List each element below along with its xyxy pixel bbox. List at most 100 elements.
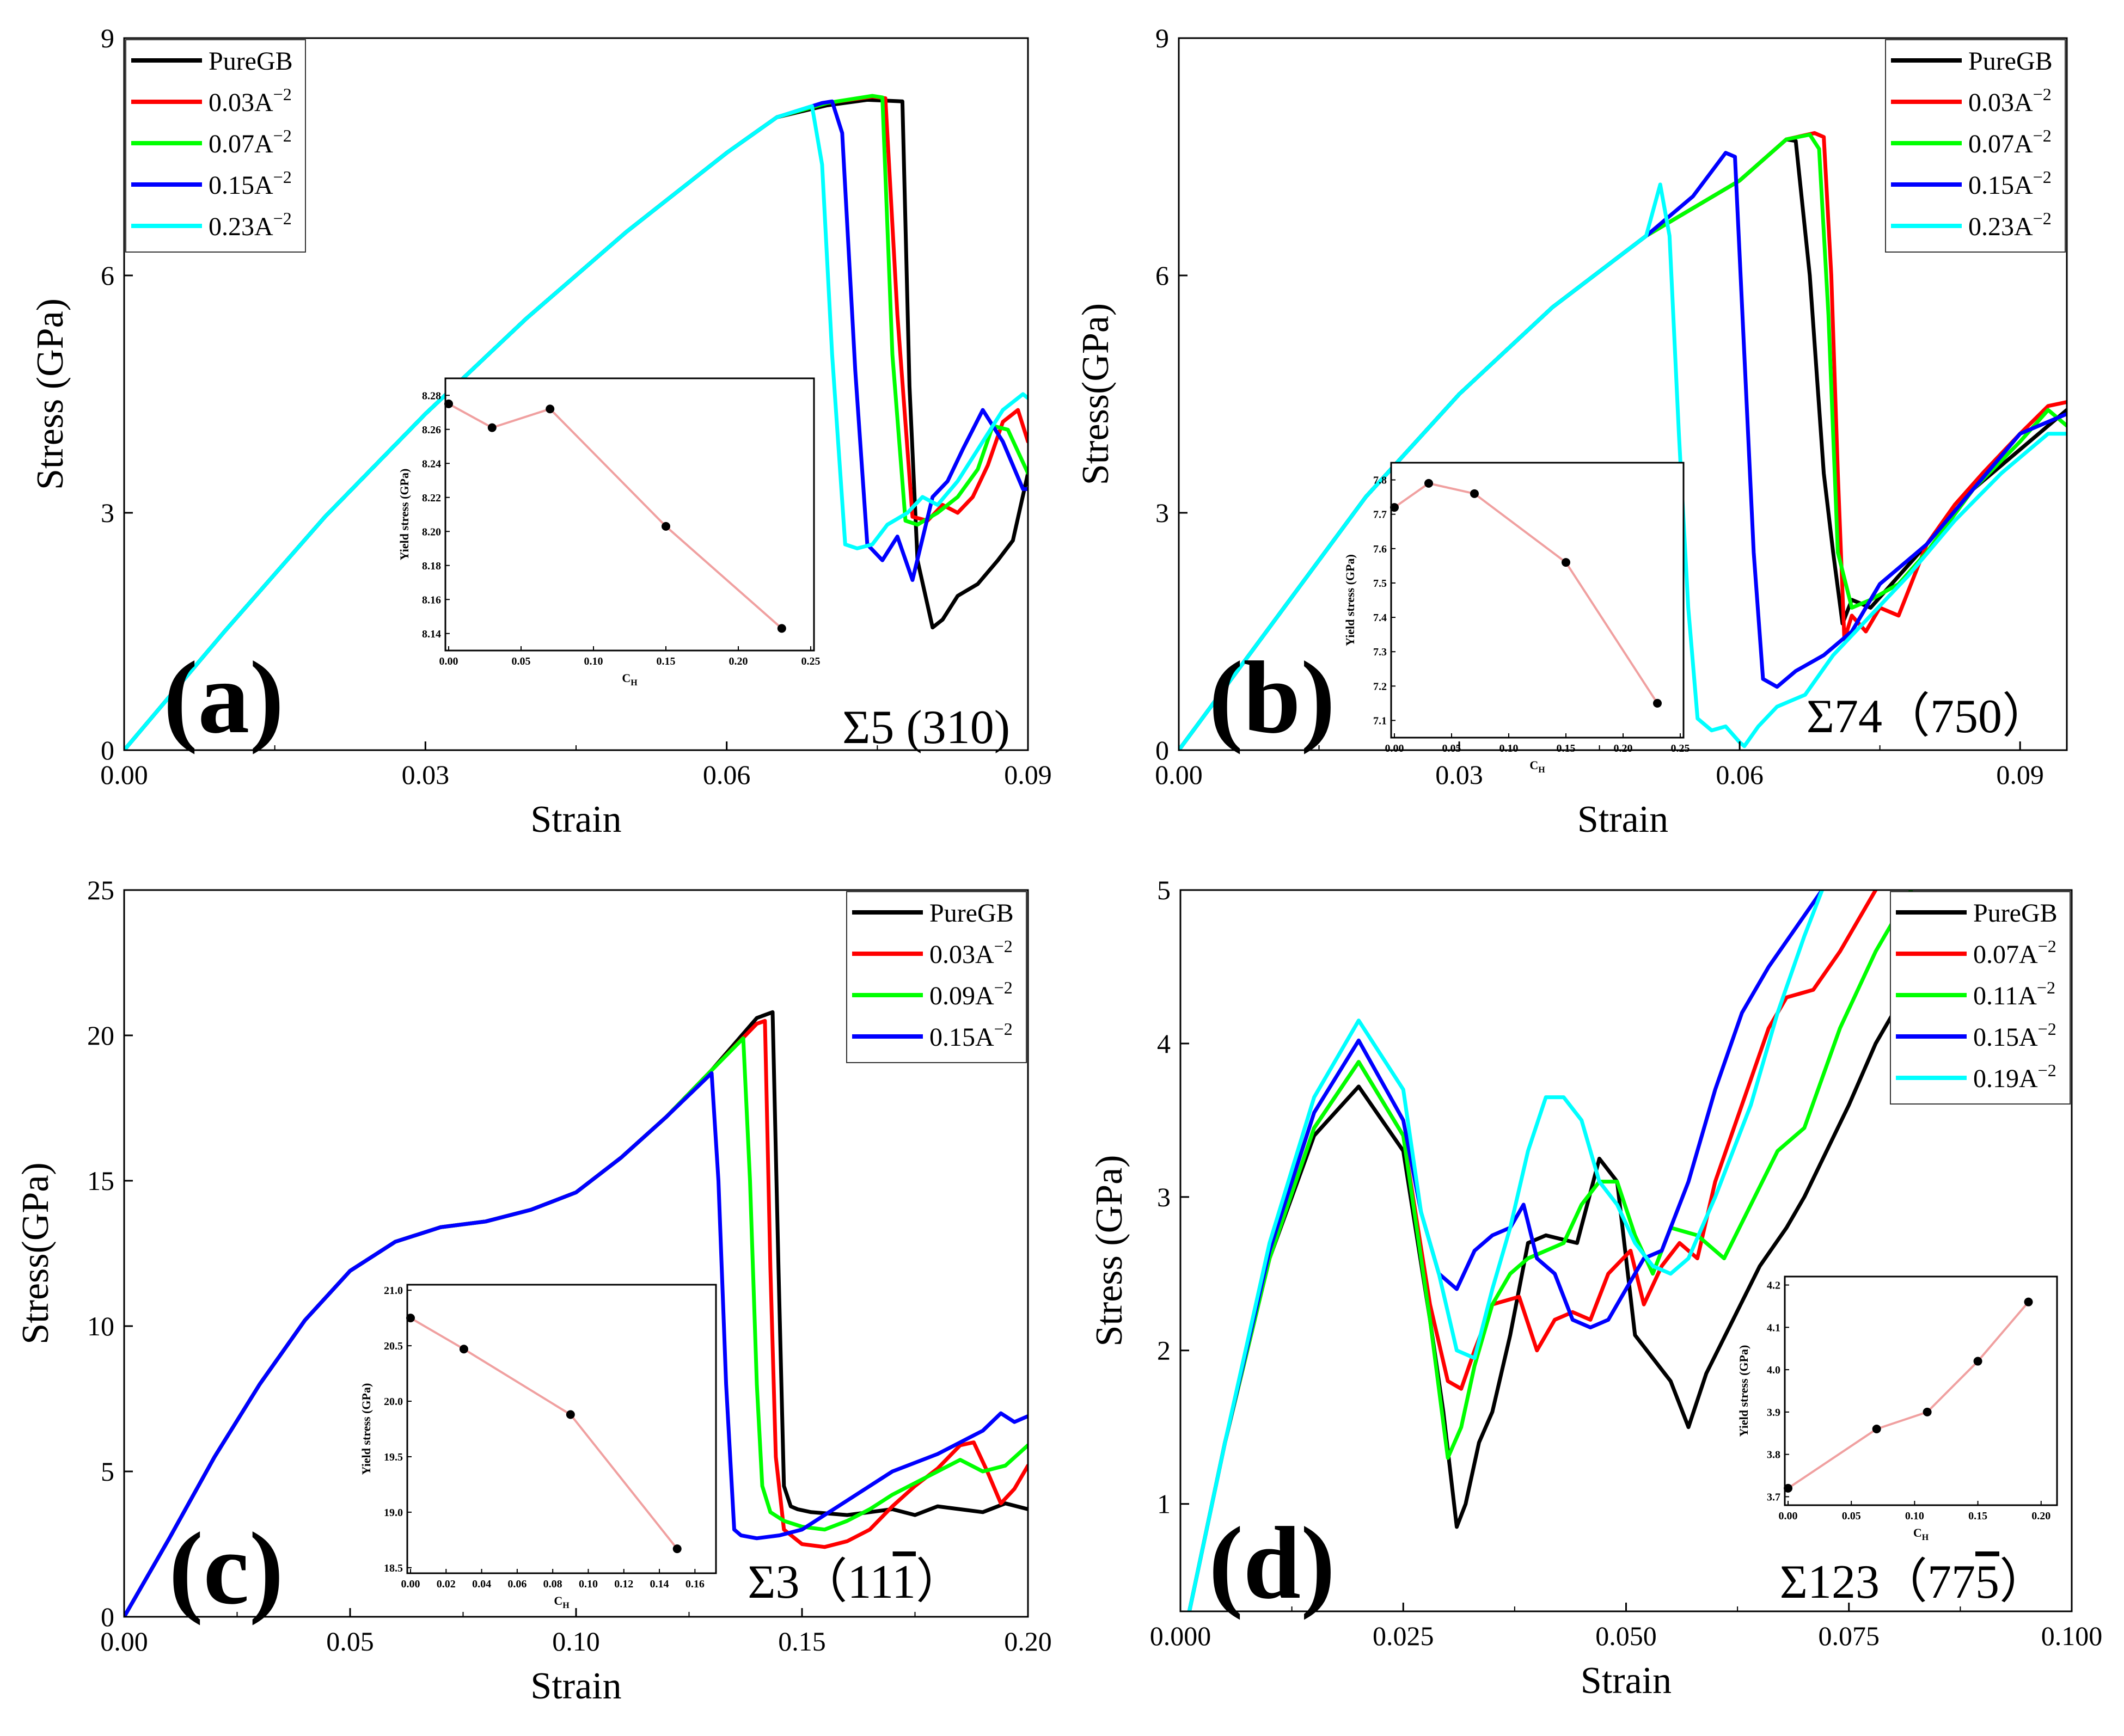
inset-y-tick-label: 8.16	[422, 594, 441, 606]
inset-data-point	[662, 522, 670, 531]
inset-data-point	[2024, 1297, 2033, 1306]
inset-x-tick-label: 0.10	[1905, 1510, 1924, 1522]
inset-data-point	[566, 1410, 575, 1419]
grain-boundary-label-main: Σ74（750）	[1807, 690, 2050, 743]
legend-entry-label: 0.23A−2	[209, 208, 292, 241]
inset-x-axis-label-subscript: H	[631, 678, 638, 688]
inset-x-axis-label-subscript: H	[562, 1601, 570, 1610]
y-tick-label: 9	[101, 23, 114, 53]
y-tick-label: 10	[87, 1311, 114, 1341]
y-tick-label: 25	[87, 875, 114, 905]
inset-x-tick-label: 0.00	[1779, 1510, 1798, 1522]
x-tick-label: 0.15	[778, 1626, 826, 1657]
legend-entry-label: 0.09A−2	[929, 978, 1013, 1010]
y-tick-label: 15	[87, 1165, 114, 1196]
inset-y-tick-label: 8.24	[422, 458, 441, 470]
inset-x-tick-label: 0.02	[437, 1578, 456, 1590]
panel-letter: (a)	[163, 641, 284, 755]
y-tick-label: 6	[101, 260, 114, 291]
inset-y-tick-label: 7.1	[1373, 715, 1387, 727]
y-tick-label: 2	[1157, 1335, 1171, 1366]
legend-entry-superscript: −2	[273, 208, 292, 228]
inset-y-tick-label: 8.26	[422, 424, 441, 436]
inset-data-point	[1923, 1407, 1932, 1416]
inset-x-tick-label: 0.14	[650, 1578, 669, 1590]
legend-entry-name: 0.15A	[1973, 1023, 2038, 1052]
legend-entry-label: 0.07A−2	[209, 126, 292, 158]
inset-frame	[406, 1284, 717, 1574]
y-axis-label: Stress (GPa)	[1088, 1155, 1130, 1347]
inset-y-tick-label: 7.7	[1373, 509, 1387, 521]
x-tick-label: 0.025	[1373, 1621, 1434, 1651]
y-tick-label: 0	[101, 735, 114, 765]
x-tick-label: 0.03	[1435, 759, 1483, 790]
legend-entry-label: 0.07A−2	[1968, 126, 2052, 158]
inset-y-tick-label: 19.0	[384, 1507, 403, 1519]
inset-frame	[1784, 1275, 2058, 1506]
x-tick-label: 0.00	[100, 759, 148, 790]
legend-entry-superscript: −2	[994, 936, 1013, 956]
legend-entry-name: 0.03A	[1968, 88, 2033, 117]
series-line-3	[1187, 890, 1825, 1611]
legend-entry-label: 0.03A−2	[1968, 84, 2052, 117]
series-line-3	[124, 1071, 1028, 1617]
legend-entry-name: 0.19A	[1973, 1064, 2038, 1093]
grain-boundary-label: Σ123（775）	[1780, 1556, 2047, 1609]
legend-entry-label: PureGB	[1968, 47, 2053, 76]
grain-boundary-label-main: Σ5 (310)	[842, 701, 1010, 754]
inset-x-tick-label: 0.25	[1671, 743, 1690, 754]
legend-entry-name: PureGB	[1973, 899, 2058, 928]
legend-entry-superscript: −2	[994, 1019, 1013, 1039]
inset-y-tick-label: 21.0	[384, 1285, 403, 1297]
grain-boundary-label-end: ）	[916, 1556, 964, 1609]
y-tick-label: 0	[101, 1602, 114, 1632]
series-lines	[1187, 890, 1949, 1611]
x-tick-label: 0.09	[1004, 759, 1052, 790]
inset-y-tick-label: 7.8	[1373, 475, 1387, 487]
inset-x-tick-label: 0.05	[512, 655, 531, 667]
x-tick-label: 0.050	[1595, 1621, 1657, 1651]
legend-entry-superscript: −2	[2038, 936, 2056, 956]
inset-y-tick-label: 8.18	[422, 560, 441, 572]
x-axis-label: Strain	[1577, 799, 1668, 841]
legend-entry-name: 0.23A	[209, 212, 273, 241]
inset-x-tick-label: 0.10	[1499, 743, 1519, 754]
series-lines	[1179, 131, 2067, 750]
inset-y-axis-label: Yield stress (GPa)	[1343, 554, 1357, 646]
y-tick-label: 3	[1157, 1182, 1171, 1212]
y-tick-label: 3	[1155, 498, 1169, 528]
legend-entry-label: 0.03A−2	[209, 84, 292, 117]
panel-letter: (c)	[169, 1512, 284, 1626]
legend-entry-superscript: −2	[2033, 126, 2052, 145]
inset-y-tick-label: 7.6	[1373, 543, 1387, 555]
x-axis-label: Strain	[1581, 1660, 1672, 1702]
x-tick-label: 0.06	[703, 759, 751, 790]
legend-entry-label: 0.15A−2	[1973, 1019, 2056, 1052]
legend-entry-label: 0.15A−2	[1968, 167, 2052, 200]
inset-x-tick-label: 0.20	[1614, 743, 1633, 754]
inset-y-tick-label: 4.1	[1767, 1322, 1780, 1334]
inset-x-tick-label: 0.20	[2031, 1510, 2050, 1522]
panel-a-sigma5: 0.00 0.03 0.06 0.09 0 3 6 9 Strain Stress (GPa) Pu…	[29, 23, 1052, 841]
series-line-4	[1187, 890, 1825, 1611]
legend-entry-label: 0.23A−2	[1968, 208, 2052, 241]
y-axis-label: Stress (GPa)	[29, 298, 71, 490]
inset-data-point	[1784, 1483, 1792, 1493]
x-axis-label: Strain	[530, 1665, 621, 1707]
inset-y-tick-label: 3.8	[1767, 1449, 1780, 1461]
inset-data-point	[1562, 558, 1570, 567]
grain-boundary-label-end: ）	[1999, 1556, 2047, 1609]
legend-entry-name: 0.15A	[1968, 171, 2033, 200]
panel-letter: (d)	[1209, 1506, 1335, 1621]
legend-entry-name: 0.03A	[209, 88, 273, 117]
legend-box	[846, 891, 1027, 1063]
legend-entry-label: 0.11A−2	[1973, 978, 2055, 1010]
inset-frame	[1390, 462, 1685, 739]
inset-y-tick-label: 8.20	[422, 526, 441, 538]
panel-letter: (b)	[1209, 641, 1335, 755]
x-tick-label: 0.00	[1155, 759, 1203, 790]
inset-chart: 0.00 0.05 0.10 0.15 0.20 3.7 3.8 3.9 4.0 4.1 4.2 CH…	[1737, 1275, 2058, 1542]
legend-entry-label: 0.03A−2	[929, 936, 1013, 969]
